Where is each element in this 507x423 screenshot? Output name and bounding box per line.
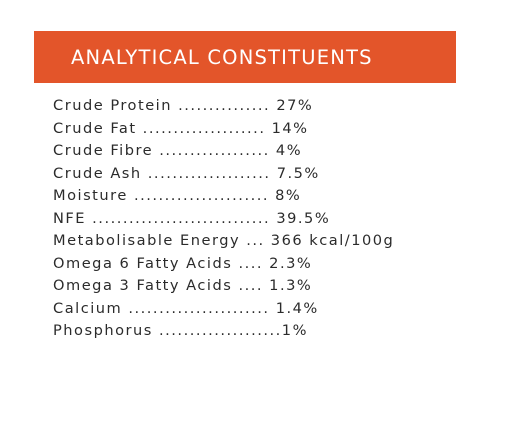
constituent-omega-3: Omega 3 Fatty Acids .... 1.3% bbox=[53, 277, 313, 294]
constituent-calcium: Calcium ....................... 1.4% bbox=[53, 299, 319, 317]
constituent-moisture: Moisture ...................... 8% bbox=[53, 187, 302, 204]
constituent-nfe: NFE ............................. 39.5% bbox=[53, 209, 331, 227]
constituent-crude-fibre: Crude Fibre .................. 4% bbox=[53, 142, 303, 159]
constituent-metabolisable-energy: Metabolisable Energy ... 366 kcal/100g bbox=[53, 232, 395, 249]
constituent-crude-fat: Crude Fat .................... 14% bbox=[53, 119, 309, 137]
constituent-phosphorus: Phosphorus ....................1% bbox=[53, 322, 308, 339]
constituents-list: Crude Protein ............... 27% Crude … bbox=[53, 95, 394, 343]
section-title: ANALYTICAL CONSTITUENTS bbox=[71, 45, 373, 69]
header-banner: ANALYTICAL CONSTITUENTS bbox=[34, 31, 456, 83]
constituent-omega-6: Omega 6 Fatty Acids .... 2.3% bbox=[53, 254, 313, 272]
constituent-crude-protein: Crude Protein ............... 27% bbox=[53, 97, 314, 114]
constituent-crude-ash: Crude Ash .................... 7.5% bbox=[53, 164, 320, 182]
